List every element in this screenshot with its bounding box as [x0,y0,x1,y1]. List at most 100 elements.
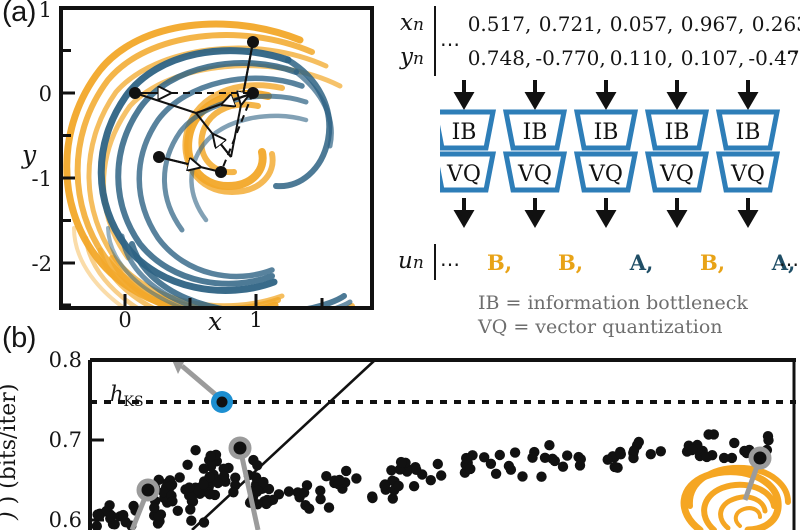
callout-leaders [129,360,772,530]
scatter-point [461,452,472,464]
scatter-point [655,446,666,457]
scatter-point [436,470,447,481]
scatter-point [411,464,422,475]
pipeline-arrow-in [737,80,759,110]
panel-a-ytick-m2: -2 [31,252,52,276]
scatter-point [118,509,129,521]
pipeline-arrow-in [453,80,475,110]
scatter-point [633,436,644,448]
scatter-point [91,521,102,530]
scatter-point [228,487,239,498]
sequence-y-label: yn [400,44,424,70]
scatter-point [334,474,345,486]
panel-a-ylabel: y [22,140,37,169]
scatter-point [609,461,620,473]
scatter-points [91,429,774,530]
row-y-cell: -0.770, [535,46,606,70]
scatter-point [128,500,139,512]
symbolic-trajectory [129,36,259,178]
scatter-point [539,452,551,463]
scatter-point [263,483,275,495]
vq-box[interactable] [644,151,710,193]
row-y-cell: -0.473, [748,46,800,70]
scatter-point [204,471,215,483]
scatter-point [149,502,160,513]
sequence-row-x: 0.517,0.721,0.057,0.967,0.263, [464,12,800,36]
trajectory-point [247,87,259,99]
scatter-point [198,479,209,490]
scatter-point [252,485,263,496]
panel-a-ytick-1: 1 [38,0,52,22]
pipeline-arrow-in [524,80,546,110]
panel-a-plot [59,6,374,310]
ib-box[interactable] [715,109,781,151]
scatter-point [321,471,332,482]
scatter-point [687,444,698,456]
panel-b-plot [88,358,796,530]
scatter-point [701,451,712,463]
legend-ib: IB = information bottleneck [478,292,748,314]
ib-box[interactable] [440,109,497,151]
scatter-point [205,450,216,461]
ib-box[interactable] [573,109,639,151]
scatter-point [252,460,263,471]
scatter-point [575,454,586,465]
scatter-point [315,485,326,496]
scatter-point [182,459,193,470]
panel-a-xtick-0: 0 [118,308,132,332]
panel-b-ytick-07: 0.7 [48,428,82,452]
vq-box-label: VQ [730,162,765,187]
ib-box-label: IB [452,120,477,145]
scatter-point [298,487,310,498]
scatter-point [379,480,390,491]
row-u-cell: A, [629,250,654,275]
scatter-point [184,482,195,493]
ib-box-label: IB [665,120,690,145]
panel-b-ytick-06: 0.6 [48,508,82,532]
ib-box-label: IB [736,120,761,145]
row-u-cell: A, [771,250,796,275]
panel-a-xlabel: x [208,307,223,336]
scatter-point [729,437,740,449]
vq-box[interactable] [440,151,497,193]
panel-a-frame [59,6,374,310]
ib-box[interactable] [502,109,568,151]
panel-a-ytick-m1: -1 [31,167,52,191]
vq-box[interactable] [715,151,781,193]
scatter-point [367,492,378,504]
vq-box-label: VQ [446,162,481,187]
panel-b-frame [88,358,796,530]
scatter-point [174,472,185,483]
row-x-cell: 0.057, [609,12,674,36]
panel-a-xtick-1: 1 [249,308,263,332]
pipeline-arrow-in [595,80,617,110]
scatter-point [315,494,326,505]
ib-box-label: IB [594,120,619,145]
scatter-point [494,449,505,461]
trajectory-point [129,87,141,99]
ib-box[interactable] [644,109,710,151]
pipeline-boxes: IB VQ IB VQ IB VQ IB VQ IB VQ [440,80,781,228]
scatter-point [615,449,626,460]
pipeline-arrow-out [737,198,759,228]
row-x-cell: 0.721, [538,12,603,36]
highlighted-estimate-marker [211,391,233,413]
vq-box-label: VQ [517,162,552,187]
sequence-u-label: un [398,248,424,274]
row-u-cell: B, [486,250,513,275]
vq-box[interactable] [573,151,639,193]
scatter-point [387,493,398,504]
scatter-point [628,452,639,464]
pipeline-arrow-out [666,198,688,228]
scatter-point [762,431,774,442]
vq-box-label: VQ [588,162,623,187]
vq-box[interactable] [502,151,568,193]
pipeline-arrow-in [666,80,688,110]
sequence-trailing-ellipsis-top: ⋯ [779,40,800,64]
legend-vq: VQ = vector quantization [478,316,723,338]
scatter-point [465,463,476,475]
scatter-point [726,452,738,464]
scatter-point [602,454,613,465]
scatter-point [186,515,197,526]
